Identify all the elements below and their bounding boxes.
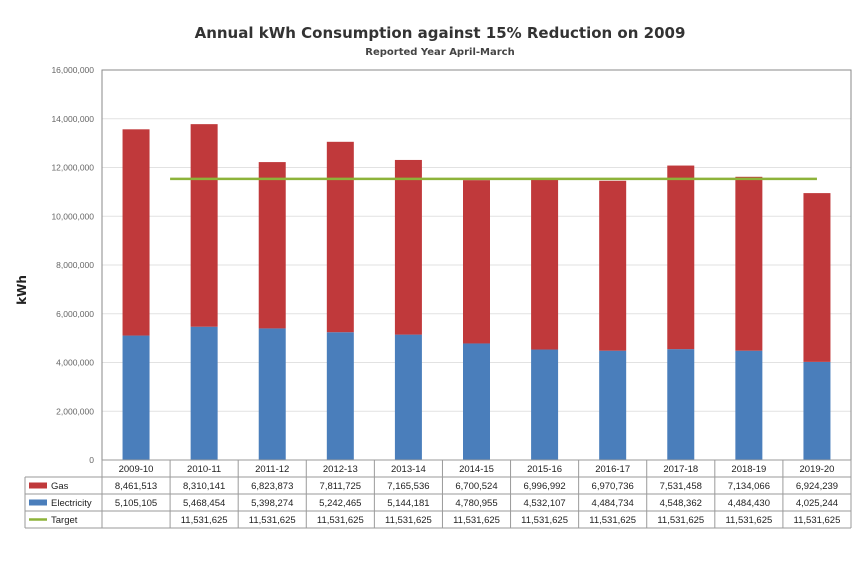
bar-gas <box>326 141 354 333</box>
data-label-target: 11,531,625 <box>725 515 772 526</box>
data-label-gas: 6,996,992 <box>523 481 565 492</box>
bar-gas <box>667 165 695 350</box>
y-tick-label: 0 <box>89 455 94 465</box>
y-tick-label: 2,000,000 <box>56 406 94 416</box>
bar-gas <box>122 129 150 336</box>
chart-title: Annual kWh Consumption against 15% Reduc… <box>195 24 686 42</box>
legend-swatch-gas <box>29 482 47 489</box>
data-label-gas: 7,134,066 <box>728 481 770 492</box>
data-label-target: 11,531,625 <box>657 515 704 526</box>
category-label: 2009-10 <box>119 464 154 475</box>
legend-label-electricity: Electricity <box>51 498 92 509</box>
y-axis-label: kWh <box>15 275 29 305</box>
bar-gas <box>599 180 627 351</box>
data-label-electricity: 4,532,107 <box>523 498 565 509</box>
bar-electricity <box>667 349 695 460</box>
data-label-gas: 6,700,524 <box>455 481 497 492</box>
category-label: 2015-16 <box>527 464 562 475</box>
data-label-electricity: 4,484,430 <box>728 498 770 509</box>
bar-gas <box>258 162 286 329</box>
legend-label-gas: Gas <box>51 481 69 492</box>
category-label: 2011-12 <box>255 464 289 475</box>
category-label: 2010-11 <box>187 464 221 475</box>
data-label-gas: 7,811,725 <box>320 481 362 492</box>
data-label-target: 11,531,625 <box>521 515 568 526</box>
y-tick-label: 8,000,000 <box>56 260 94 270</box>
data-label-electricity: 5,242,465 <box>319 498 361 509</box>
bar-gas <box>735 176 763 351</box>
data-label-electricity: 5,468,454 <box>183 498 225 509</box>
bar-electricity <box>258 328 286 460</box>
data-label-gas: 8,461,513 <box>115 481 157 492</box>
data-label-gas: 8,310,141 <box>183 481 225 492</box>
data-label-electricity: 4,780,955 <box>455 498 497 509</box>
bar-gas <box>394 159 422 335</box>
bar-gas <box>531 178 559 350</box>
bar-electricity <box>190 326 218 460</box>
bars <box>122 124 831 460</box>
data-label-target: 11,531,625 <box>589 515 636 526</box>
data-label-electricity: 5,105,105 <box>115 498 157 509</box>
category-label: 2014-15 <box>459 464 494 475</box>
legend-label-target: Target <box>51 515 78 526</box>
data-label-gas: 6,970,736 <box>592 481 634 492</box>
data-label-target: 11,531,625 <box>249 515 296 526</box>
data-label-target: 11,531,625 <box>794 515 841 526</box>
category-label: 2017-18 <box>663 464 698 475</box>
bar-electricity <box>531 349 559 460</box>
y-tick-label: 6,000,000 <box>56 309 94 319</box>
data-label-target: 11,531,625 <box>385 515 432 526</box>
data-label-target: 11,531,625 <box>453 515 500 526</box>
data-table: 2009-10 2010-11 2011-12 2012-13 2013-14 2014-… <box>24 459 852 529</box>
y-tick-label: 10,000,000 <box>51 211 94 221</box>
data-label-electricity: 5,144,181 <box>387 498 429 509</box>
bar-electricity <box>326 332 354 460</box>
y-axis-ticks: 0 2,000,000 4,000,000 6,000,000 8,000,000 10,… <box>51 65 94 465</box>
bar-electricity <box>122 335 150 460</box>
category-label: 2016-17 <box>595 464 630 475</box>
bar-electricity <box>463 343 490 460</box>
y-tick-label: 12,000,000 <box>51 163 94 173</box>
data-label-gas: 6,823,873 <box>251 481 293 492</box>
bar-electricity <box>803 361 831 460</box>
data-label-electricity: 4,484,734 <box>592 498 634 509</box>
data-label-electricity: 4,548,362 <box>660 498 702 509</box>
data-label-gas: 6,924,239 <box>796 481 838 492</box>
category-label: 2012-13 <box>323 464 358 475</box>
bar-electricity <box>599 350 627 460</box>
y-tick-label: 14,000,000 <box>51 114 94 124</box>
bar-gas <box>463 180 490 344</box>
data-label-target: 11,531,625 <box>181 515 228 526</box>
bar-gas <box>803 193 831 362</box>
data-label-gas: 7,531,458 <box>660 481 702 492</box>
chart-subtitle: Reported Year April-March <box>365 47 514 58</box>
data-label-gas: 7,165,536 <box>387 481 429 492</box>
data-label-electricity: 5,398,274 <box>251 498 293 509</box>
data-label-electricity: 4,025,244 <box>796 498 838 509</box>
bar-electricity <box>394 334 422 460</box>
category-label: 2019-20 <box>800 464 835 475</box>
category-label: 2013-14 <box>391 464 426 475</box>
bar-gas <box>190 124 218 327</box>
bar-electricity <box>735 350 763 460</box>
legend-swatch-electricity <box>29 499 47 506</box>
y-tick-label: 4,000,000 <box>56 358 94 368</box>
y-tick-label: 16,000,000 <box>51 65 94 75</box>
category-label: 2018-19 <box>731 464 766 475</box>
data-label-target: 11,531,625 <box>317 515 364 526</box>
